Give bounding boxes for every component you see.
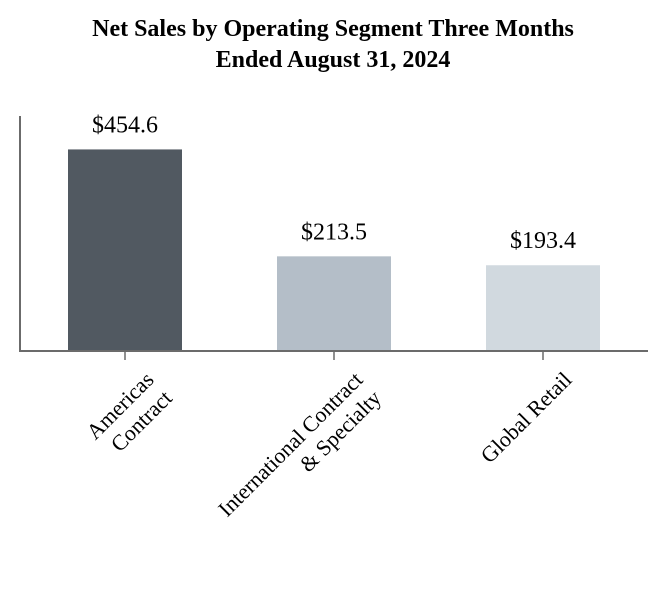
data-label-3: $193.4 [510,228,576,254]
chart-title-line-2: Ended August 31, 2024 [215,47,451,73]
bar-3 [486,265,600,351]
data-label-1: $454.6 [92,112,158,138]
category-label-2: International Contract& Specialty [213,367,386,540]
category-label-3: Global Retail [475,367,576,468]
bar-1 [68,149,182,351]
category-label-3-line-1: Global Retail [475,367,576,468]
chart-title: Net Sales by Operating Segment Three Mon… [0,14,666,76]
bar-2 [277,256,391,351]
chart-title-line-1: Net Sales by Operating Segment Three Mon… [92,16,574,42]
data-label-2: $213.5 [301,219,367,245]
category-label-1: AmericasContract [81,367,177,463]
